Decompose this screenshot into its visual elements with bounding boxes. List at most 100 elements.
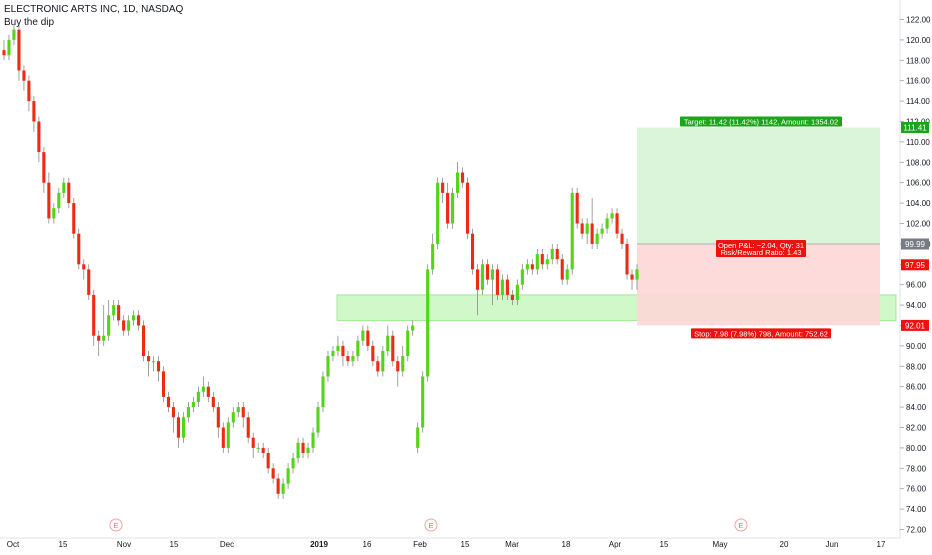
candle-up — [535, 254, 539, 270]
candle-down — [27, 80, 31, 102]
time-tick-label: Mar — [505, 540, 519, 549]
price-tick-label: 78.00 — [906, 464, 927, 473]
candle-down — [122, 320, 126, 331]
loss-zone[interactable] — [637, 244, 880, 326]
time-tick-label: 16 — [363, 540, 372, 549]
candle-down — [67, 182, 71, 204]
time-tick-label: Feb — [413, 540, 427, 549]
candle-down — [17, 29, 21, 71]
profit-zone[interactable] — [637, 127, 880, 245]
time-tick-label: Oct — [7, 540, 20, 549]
candle-down — [560, 259, 564, 280]
candle-down — [301, 442, 305, 453]
stop-price-tag: 92.01 — [901, 319, 929, 331]
time-tick-label: May — [712, 540, 727, 549]
candle-up — [351, 356, 355, 362]
pnl-label-bg — [716, 240, 806, 258]
candle-up — [565, 269, 569, 280]
candle-up — [306, 447, 310, 453]
candle-up — [635, 269, 639, 280]
candle-up — [52, 208, 56, 219]
candle-up — [421, 376, 425, 428]
candle-down — [251, 437, 255, 448]
candle-down — [92, 294, 96, 336]
target-price-tag-bg — [901, 122, 929, 134]
candle-down — [580, 223, 584, 234]
time-tick-label: 15 — [170, 540, 179, 549]
candle-up — [186, 407, 190, 418]
candle-up — [107, 315, 111, 336]
price-tick-label: 76.00 — [906, 485, 927, 494]
candle-down — [241, 407, 245, 418]
candle-down — [32, 101, 36, 122]
time-tick-label: 18 — [562, 540, 571, 549]
time-tick-label: Dec — [220, 540, 234, 549]
entry-price-tag: 99.99 — [901, 238, 929, 250]
candle-up — [406, 330, 410, 357]
candle-down — [530, 264, 534, 270]
candle-down — [77, 233, 81, 265]
candle-up — [431, 243, 435, 270]
price-tick-label: 80.00 — [906, 444, 927, 453]
candle-up — [226, 422, 230, 448]
candle-up — [585, 223, 589, 234]
candle-down — [117, 305, 121, 321]
candle-up — [12, 29, 16, 40]
pnl-text: Open P&L: −2.04, Qty: 31 — [718, 241, 804, 250]
candle-up — [196, 391, 200, 402]
candle-down — [137, 315, 141, 326]
price-tick-label: 114.00 — [906, 97, 930, 106]
candle-down — [510, 294, 514, 300]
price-tick-label: 116.00 — [906, 77, 930, 86]
candle-down — [216, 407, 220, 428]
candle-down — [475, 269, 480, 290]
candle-down — [461, 172, 465, 183]
candle-down — [575, 192, 579, 224]
candle-up — [520, 269, 524, 285]
candle-up — [151, 361, 156, 363]
candle-down — [176, 417, 180, 438]
candle-up — [256, 447, 260, 449]
candle-down — [271, 468, 275, 479]
price-tick-label: 74.00 — [906, 505, 927, 514]
current-price-tag-text: 97.95 — [905, 261, 926, 270]
price-tick-label: 108.00 — [906, 158, 931, 167]
candle-down — [42, 152, 46, 183]
candle-down — [625, 243, 629, 275]
price-tick-label: 94.00 — [906, 301, 927, 310]
candle-up — [181, 417, 185, 438]
candle-up — [112, 305, 116, 316]
current-price-tag-bg — [901, 259, 929, 271]
candle-up — [316, 407, 320, 433]
price-tick-label: 84.00 — [906, 403, 927, 412]
candle-up — [401, 356, 405, 372]
chart-subtitle: Buy the dip — [4, 17, 55, 28]
candle-up — [550, 249, 554, 260]
chart-title: ELECTRONIC ARTS INC, 1D, NASDAQ — [4, 4, 184, 15]
candle-down — [97, 335, 101, 341]
price-tick-label: 120.00 — [906, 36, 931, 45]
candle-down — [341, 345, 345, 357]
candle-down — [221, 427, 225, 448]
time-tick-label: Jun — [826, 540, 839, 549]
price-tick-label: 88.00 — [906, 362, 927, 371]
price-tick-label: 72.00 — [906, 526, 927, 535]
candle-up — [480, 264, 485, 290]
candle-up — [386, 335, 390, 351]
candle-up — [326, 356, 330, 377]
candle-down — [495, 269, 499, 295]
time-tick-label: Nov — [117, 540, 131, 549]
earnings-marker[interactable]: E — [109, 518, 123, 532]
earnings-marker[interactable]: E — [734, 518, 748, 532]
candle-up — [361, 330, 365, 341]
candle-up — [525, 264, 529, 270]
candle-down — [396, 361, 400, 372]
earnings-marker[interactable]: E — [424, 518, 438, 532]
target-price-tag: 111.41 — [901, 122, 929, 134]
candle-down — [540, 254, 544, 265]
stop-label: Stop: 7.98 (7.98%) 798, Amount: 752.62 — [691, 328, 831, 339]
candle-up — [595, 233, 599, 244]
